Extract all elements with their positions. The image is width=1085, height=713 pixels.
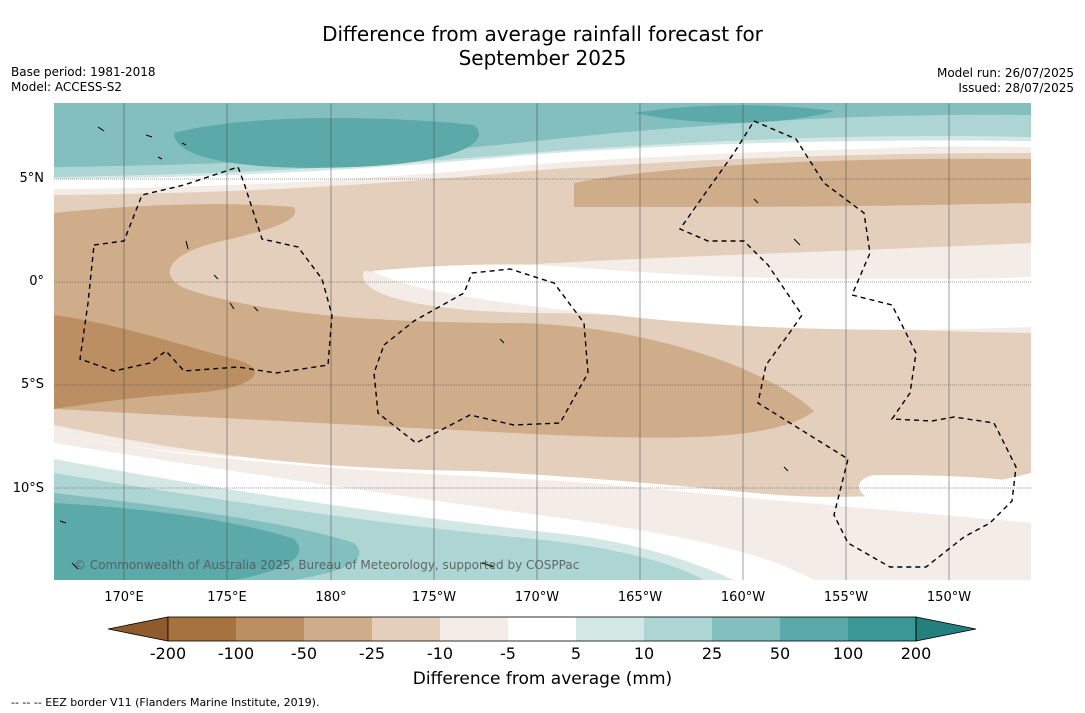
band-north-100b: [634, 105, 834, 123]
colorbar-segment: [780, 617, 848, 641]
lon-label-170w: 170°W: [514, 590, 560, 605]
graticule-lon: [123, 103, 950, 580]
colorbar-title: Difference from average (mm): [412, 669, 673, 689]
issued-text: Issued: 28/07/2025: [958, 81, 1074, 95]
lat-label-0: 0°: [29, 274, 44, 289]
colorbar-segment: [848, 617, 916, 641]
map-title: Difference from average rainfall forecas…: [0, 22, 1085, 70]
model-text: Model: ACCESS-S2: [11, 80, 123, 94]
map-panel: [54, 103, 1031, 580]
gap-north: [54, 140, 1031, 189]
colorbar-segment: [576, 617, 644, 641]
eez-kiribati-gilbert: [79, 166, 333, 374]
colorbar-tick-label: -50: [290, 644, 318, 663]
belt-minus100: [54, 315, 255, 409]
lon-label-170e: 170°E: [104, 590, 144, 605]
colorbar-tick-label: -100: [217, 644, 255, 663]
model-run-text: Model run: 26/07/2025: [936, 66, 1074, 80]
lat-label-10s: 10°S: [12, 481, 44, 496]
lon-label-160w: 160°W: [720, 590, 766, 605]
colorbar-under-arrow: [107, 616, 169, 642]
colorbar-frame: [167, 616, 917, 642]
colorbar-tick-label: 5: [570, 644, 582, 663]
base-period-text: Base period: 1981-2018: [11, 65, 156, 79]
band-south-25b: [474, 545, 574, 577]
gap-south: [54, 435, 1031, 580]
copyright-text: © Commonwealth of Australia 2025, Bureau…: [74, 558, 580, 572]
eez-borders: [79, 120, 1017, 568]
colorbar-tick-label: -25: [358, 644, 386, 663]
lon-label-175e: 175°E: [207, 590, 247, 605]
eez-line-islands: [678, 120, 1017, 568]
colorbar-segment: [508, 617, 576, 641]
map-title-line2: September 2025: [458, 46, 627, 70]
lat-label-5s: 5°S: [20, 377, 44, 392]
graticule: [54, 178, 1031, 489]
colorbar-svg: [107, 616, 977, 642]
belt-white-south: [859, 475, 1031, 523]
colorbar-tick-label: 200: [900, 644, 932, 663]
lon-label-155w: 155°W: [823, 590, 869, 605]
colorbar-segment: [712, 617, 780, 641]
colorbar: [107, 616, 978, 642]
colorbar-segment: [168, 617, 236, 641]
colorbar-tick-label: 10: [633, 644, 655, 663]
colorbar-tick-label: -200: [149, 644, 187, 663]
meta-right: Model run: 26/07/2025 Issued: 28/07/2025: [937, 66, 1074, 96]
band-north-100: [174, 118, 479, 168]
belt-minus50-north: [574, 158, 1031, 207]
colorbar-segment: [236, 617, 304, 641]
islands: [59, 126, 801, 570]
lon-label-180: 180°: [315, 590, 347, 605]
colorbar-tick-label: 25: [701, 644, 723, 663]
colorbar-tick-label: 50: [769, 644, 791, 663]
eez-footnote: -- -- -- EEZ border V11 (Flanders Marine…: [11, 696, 320, 709]
colorbar-segment: [644, 617, 712, 641]
eez-tokelau: [373, 268, 589, 444]
colorbar-tick-label: -10: [426, 644, 454, 663]
rainfall-map: [54, 103, 1031, 580]
colorbar-segment: [304, 617, 372, 641]
lon-label-165w: 165°W: [617, 590, 663, 605]
lon-label-175w: 175°W: [411, 590, 457, 605]
colorbar-tick-label: 100: [832, 644, 864, 663]
colorbar-tick-label: -5: [500, 644, 516, 663]
colorbar-over-arrow: [915, 616, 977, 642]
colorbar-segment: [440, 617, 508, 641]
lon-label-150w: 150°W: [926, 590, 972, 605]
colorbar-segment: [372, 617, 440, 641]
band-south-100: [54, 503, 300, 580]
meta-left: Base period: 1981-2018 Model: ACCESS-S2: [11, 65, 156, 95]
map-title-line1: Difference from average rainfall forecas…: [322, 22, 763, 46]
lat-label-5n: 5°N: [19, 171, 45, 186]
